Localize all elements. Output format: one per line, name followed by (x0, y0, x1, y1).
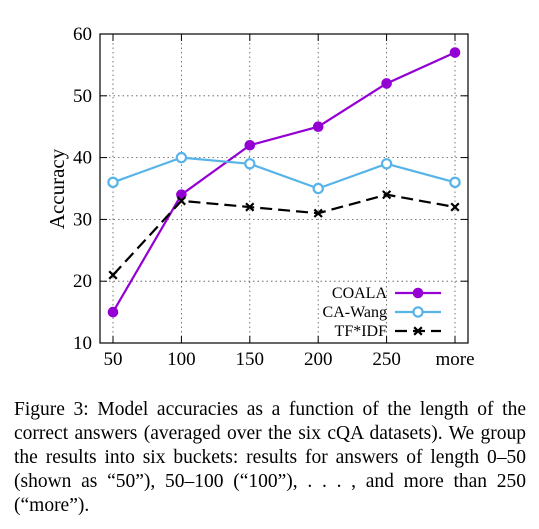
data-point-coala (449, 47, 461, 58)
data-point-tf-idf (313, 208, 323, 218)
y-tick-label: 30 (73, 209, 92, 230)
data-point-ca-wang (449, 176, 461, 189)
series-ca-wang (107, 151, 461, 195)
data-point-ca-wang (107, 176, 119, 189)
x-tick-label: 200 (304, 349, 333, 370)
y-axis-label: Accuracy (45, 148, 69, 229)
y-tick-label: 60 (73, 24, 92, 45)
legend-marker-tf-idf (413, 326, 423, 336)
data-point-coala (381, 78, 392, 89)
figure-caption: Figure 3: Model accuracies as a function… (14, 399, 526, 516)
legend-marker-ca-wang (412, 306, 424, 318)
x-tick-label: 100 (167, 349, 196, 370)
data-point-coala (107, 306, 119, 318)
series-line-tf-idf (112, 193, 456, 276)
data-point-tf-idf (450, 202, 460, 212)
plot-frame (99, 33, 469, 344)
axis-ticks: 10 20 30 40 50 60 50 100 150 200 250 more (73, 24, 475, 370)
x-tick-label: more (435, 349, 474, 370)
y-tick-label: 10 (73, 333, 92, 354)
series-line-ca-wang (112, 156, 456, 190)
x-tick-label: 250 (372, 349, 401, 370)
data-point-ca-wang (312, 182, 324, 195)
data-point-ca-wang (244, 158, 256, 170)
series-line-coala (112, 51, 456, 313)
series-coala (107, 47, 461, 318)
y-tick-label: 40 (73, 148, 92, 169)
x-tick-label: 50 (104, 349, 123, 370)
data-point-ca-wang (380, 158, 393, 170)
data-point-tf-idf (382, 190, 392, 200)
x-tick-label: 150 (236, 349, 265, 370)
legend: COALA CA-Wang TF*IDF (323, 285, 441, 340)
legend-label-coala: COALA (332, 285, 388, 302)
y-tick-label: 50 (73, 86, 92, 107)
data-point-coala (312, 121, 324, 132)
series-tf-idf (108, 190, 460, 280)
data-point-tf-idf (245, 202, 255, 212)
data-point-coala (244, 139, 256, 151)
grid (100, 34, 468, 343)
data-point-tf-idf (108, 270, 118, 280)
series (107, 47, 461, 318)
legend-label-ca-wang: CA-Wang (323, 304, 387, 321)
data-point-ca-wang (175, 151, 188, 164)
legend-marker-coala (412, 287, 424, 299)
y-tick-label: 20 (73, 271, 92, 292)
legend-label-tf-idf: TF*IDF (335, 323, 388, 340)
data-point-tf-idf (176, 196, 186, 206)
